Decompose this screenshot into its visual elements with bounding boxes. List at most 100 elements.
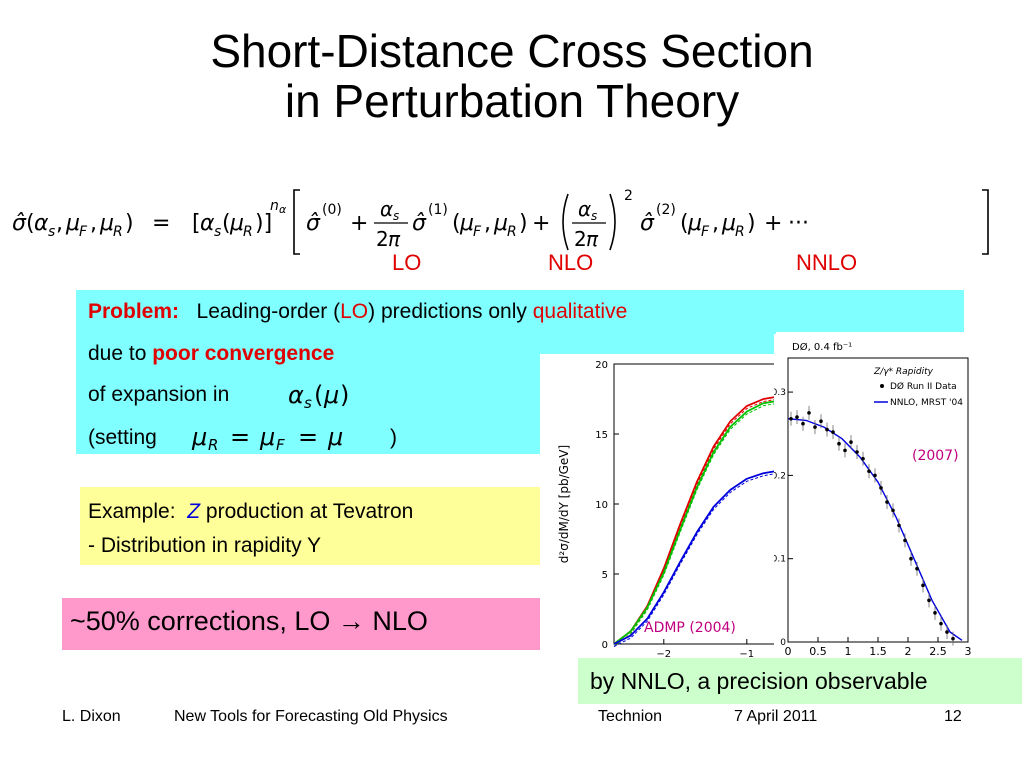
svg-text:F: F bbox=[473, 224, 482, 240]
problem-box-body bbox=[76, 332, 546, 454]
svg-text:π: π bbox=[388, 227, 401, 251]
svg-text:): ) bbox=[340, 381, 349, 409]
problem-line-1: Problem: Leading-order (LO) predictions … bbox=[88, 300, 627, 324]
nnlo-note: by NNLO, a precision observable bbox=[590, 668, 928, 694]
svg-text:2: 2 bbox=[376, 227, 389, 251]
d0-data-point bbox=[933, 611, 937, 615]
svg-text:σ̂: σ̂ bbox=[12, 211, 27, 236]
corrections-text-b: NLO bbox=[372, 606, 428, 636]
svg-text:s: s bbox=[214, 224, 221, 240]
corrections-text-a: ~50% corrections, LO bbox=[70, 606, 331, 636]
svg-text:F: F bbox=[79, 224, 88, 240]
svg-text:(: ( bbox=[314, 381, 323, 409]
example-line-2: - Distribution in rapidity Y bbox=[88, 534, 322, 557]
svg-text:σ̂: σ̂ bbox=[306, 211, 321, 236]
d0-legend-nnlo: NNLO, MRST '04 bbox=[890, 398, 963, 408]
d0-data-point bbox=[801, 421, 805, 426]
problem-line-2-text: due to bbox=[88, 342, 153, 365]
svg-text:R: R bbox=[735, 224, 745, 240]
svg-text:R: R bbox=[243, 224, 253, 240]
d0-data-point bbox=[903, 538, 907, 543]
d0-data-point bbox=[795, 415, 799, 419]
admp-y-tick-label: 15 bbox=[595, 430, 608, 441]
d0-data-point bbox=[885, 500, 889, 504]
svg-text:=: = bbox=[230, 423, 250, 451]
admp-y-tick-label: 5 bbox=[602, 570, 608, 581]
svg-text:μ: μ bbox=[493, 211, 508, 236]
d0-data-point bbox=[915, 566, 919, 571]
svg-text:μ: μ bbox=[229, 211, 244, 236]
admp-annotation: ADMP (2004) bbox=[644, 620, 736, 636]
d0-x-tick-label: 3 bbox=[965, 645, 972, 658]
svg-text:α: α bbox=[200, 211, 215, 236]
svg-text:μ: μ bbox=[323, 381, 339, 409]
d0-y-tick-label: 0 bbox=[780, 638, 786, 648]
d0-data-point bbox=[897, 523, 901, 528]
svg-text:+: + bbox=[764, 211, 782, 236]
d0-data-point bbox=[909, 556, 913, 561]
d0-data-point bbox=[849, 440, 853, 444]
svg-text:μ: μ bbox=[327, 423, 343, 451]
d0-x-tick-label: 2 bbox=[905, 645, 912, 658]
d0-data-point bbox=[945, 630, 949, 634]
svg-text:)]: )] bbox=[255, 211, 272, 236]
svg-text:R: R bbox=[113, 224, 123, 240]
d0-data-point bbox=[807, 411, 811, 415]
slide-title: Short-Distance Cross Section in Perturba… bbox=[0, 26, 1024, 126]
svg-text:2: 2 bbox=[624, 188, 633, 204]
example-label: Example: bbox=[88, 500, 176, 523]
d0-x-tick-label: 2.5 bbox=[929, 645, 947, 658]
footer-author: L. Dixon bbox=[62, 708, 121, 725]
svg-text:···: ··· bbox=[788, 211, 809, 236]
svg-text:s: s bbox=[393, 209, 399, 223]
svg-text:=: = bbox=[152, 211, 170, 236]
d0-x-tick-label: 1.5 bbox=[869, 645, 887, 658]
d0-rapidity-chart: DØ, 0.4 fb⁻¹ Z/γ* Rapidity DØ Run II Dat… bbox=[774, 334, 974, 658]
admp-rapidity-chart: d²σ/dM/dY [pb/GeV] 0 5 10 15 20 −2 −1 ADMP (2… bbox=[540, 354, 780, 664]
d0-legend-title: Z/γ* Rapidity bbox=[873, 367, 934, 377]
nnlo-note-box bbox=[578, 658, 1022, 704]
svg-text:,: , bbox=[712, 211, 719, 236]
d0-data-point bbox=[867, 469, 871, 474]
corrections-text: ~50% corrections, LO → NLO bbox=[70, 606, 428, 637]
d0-data-point bbox=[951, 636, 955, 641]
svg-text:+: + bbox=[350, 211, 368, 236]
svg-text:(: ( bbox=[680, 211, 689, 236]
admp-y-axis-label: d²σ/dM/dY [pb/GeV] bbox=[557, 445, 571, 563]
arrow-right-icon: → bbox=[337, 606, 365, 636]
d0-annotation: (2007) bbox=[912, 448, 959, 464]
svg-text:μ: μ bbox=[459, 211, 474, 236]
footer-date: 7 April 2011 bbox=[734, 708, 818, 725]
d0-data-point bbox=[873, 473, 877, 478]
svg-text:n: n bbox=[270, 198, 279, 214]
d0-data-point bbox=[789, 416, 793, 421]
svg-text:F: F bbox=[276, 436, 285, 454]
admp-y-tick-label: 10 bbox=[595, 500, 608, 511]
d0-x-tick-label: 1 bbox=[845, 645, 852, 658]
d0-data-point bbox=[843, 448, 847, 453]
svg-text:σ̂: σ̂ bbox=[640, 211, 655, 236]
problem-heading: Problem: bbox=[88, 300, 180, 323]
svg-text:,: , bbox=[484, 211, 491, 236]
svg-text:s: s bbox=[304, 394, 312, 412]
svg-text:μ: μ bbox=[259, 423, 275, 451]
svg-text:2: 2 bbox=[574, 227, 587, 251]
admp-series-line-2 bbox=[613, 469, 780, 645]
svg-text:π: π bbox=[586, 227, 599, 251]
svg-text:): ) bbox=[519, 211, 528, 236]
svg-text:(0): (0) bbox=[322, 202, 342, 218]
svg-text:α: α bbox=[279, 203, 287, 216]
problem-line-3: of expansion in bbox=[88, 383, 229, 407]
d0-nnlo-curve bbox=[787, 418, 963, 641]
svg-text:(: ( bbox=[26, 211, 35, 236]
d0-y-tick-label: 0.1 bbox=[774, 555, 786, 565]
d0-data-point bbox=[891, 508, 895, 513]
d0-data-point bbox=[825, 427, 829, 432]
d0-x-tick-label: 0.5 bbox=[809, 645, 827, 658]
problem-box bbox=[76, 290, 964, 332]
svg-text:+: + bbox=[532, 211, 550, 236]
title-line-1: Short-Distance Cross Section bbox=[210, 25, 814, 77]
problem-line-2: due to poor convergence bbox=[88, 342, 334, 366]
